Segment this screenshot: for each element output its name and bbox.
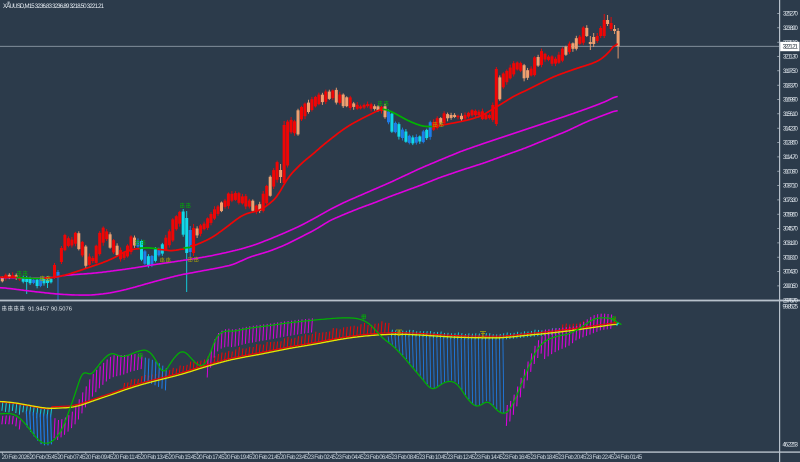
svg-text:23 Feb 20:45: 23 Feb 20:45 xyxy=(558,454,587,461)
svg-text:3169.90: 3169.90 xyxy=(783,98,798,104)
svg-text:3059.50: 3059.50 xyxy=(783,212,798,218)
svg-text:91.9457 90.5076: 91.9457 90.5076 xyxy=(28,307,72,313)
svg-text:23 Feb 14:45: 23 Feb 14:45 xyxy=(475,454,504,461)
svg-text:3156.10: 3156.10 xyxy=(783,112,798,118)
svg-text:3114.70: 3114.70 xyxy=(783,155,798,161)
svg-text:20 Feb 2026: 20 Feb 2026 xyxy=(2,454,31,461)
svg-text:2976.70: 2976.70 xyxy=(783,298,798,304)
svg-text:20 Feb 19:45: 20 Feb 19:45 xyxy=(224,454,253,461)
svg-text:23 Feb 08:45: 23 Feb 08:45 xyxy=(391,454,420,461)
svg-text:20 Feb 15:45: 20 Feb 15:45 xyxy=(169,454,198,461)
svg-text:3221.21: 3221.21 xyxy=(783,45,799,51)
svg-text:2990.50: 2990.50 xyxy=(783,284,798,290)
svg-text:3128.50: 3128.50 xyxy=(783,141,798,147)
svg-text:3004.30: 3004.30 xyxy=(783,270,798,276)
svg-text:23 Feb 10:45: 23 Feb 10:45 xyxy=(419,454,448,461)
svg-text:20 Feb 13:45: 20 Feb 13:45 xyxy=(141,454,170,461)
svg-text:3073.30: 3073.30 xyxy=(783,198,798,204)
svg-text:3018.10: 3018.10 xyxy=(783,255,798,261)
svg-text:24 Feb 01:45: 24 Feb 01:45 xyxy=(614,454,643,461)
svg-text:3142.30: 3142.30 xyxy=(783,126,798,132)
svg-text:3197.50: 3197.50 xyxy=(783,69,798,75)
svg-text:20 Feb 09:45: 20 Feb 09:45 xyxy=(85,454,114,461)
svg-text:23 Feb 06:45: 23 Feb 06:45 xyxy=(364,454,393,461)
svg-text:3045.70: 3045.70 xyxy=(783,227,798,233)
svg-text:3100.90: 3100.90 xyxy=(783,169,798,175)
svg-text:3031.90: 3031.90 xyxy=(783,241,798,247)
svg-text:46.2253: 46.2253 xyxy=(783,443,799,449)
svg-text:XAUUSD,M15 3236.83 3236.89 32: XAUUSD,M15 3236.83 3236.89 3218.50 3221.… xyxy=(3,4,105,10)
svg-text:3183.70: 3183.70 xyxy=(783,83,798,89)
svg-text:20 Feb 07:45: 20 Feb 07:45 xyxy=(58,454,87,461)
svg-text:23 Feb 22:45: 23 Feb 22:45 xyxy=(586,454,615,461)
svg-text:20 Feb 23:45: 20 Feb 23:45 xyxy=(280,454,309,461)
svg-text:23 Feb 18:45: 23 Feb 18:45 xyxy=(531,454,560,461)
svg-text:20 Feb 11:45: 20 Feb 11:45 xyxy=(113,454,142,461)
svg-text:20 Feb 05:45: 20 Feb 05:45 xyxy=(30,454,59,461)
svg-text:23 Feb 02:45: 23 Feb 02:45 xyxy=(308,454,337,461)
svg-text:23 Feb 04:45: 23 Feb 04:45 xyxy=(336,454,365,461)
svg-text:20 Feb 21:45: 20 Feb 21:45 xyxy=(252,454,281,461)
svg-text:99.8525: 99.8525 xyxy=(783,304,799,310)
svg-text:3211.30: 3211.30 xyxy=(783,55,798,61)
svg-text:3252.70: 3252.70 xyxy=(783,12,798,18)
svg-text:3238.90: 3238.90 xyxy=(783,26,798,32)
svg-text:3087.10: 3087.10 xyxy=(783,184,798,190)
svg-text:23 Feb 16:45: 23 Feb 16:45 xyxy=(503,454,532,461)
svg-text:23 Feb 12:45: 23 Feb 12:45 xyxy=(447,454,476,461)
svg-text:20 Feb 17:45: 20 Feb 17:45 xyxy=(197,454,226,461)
